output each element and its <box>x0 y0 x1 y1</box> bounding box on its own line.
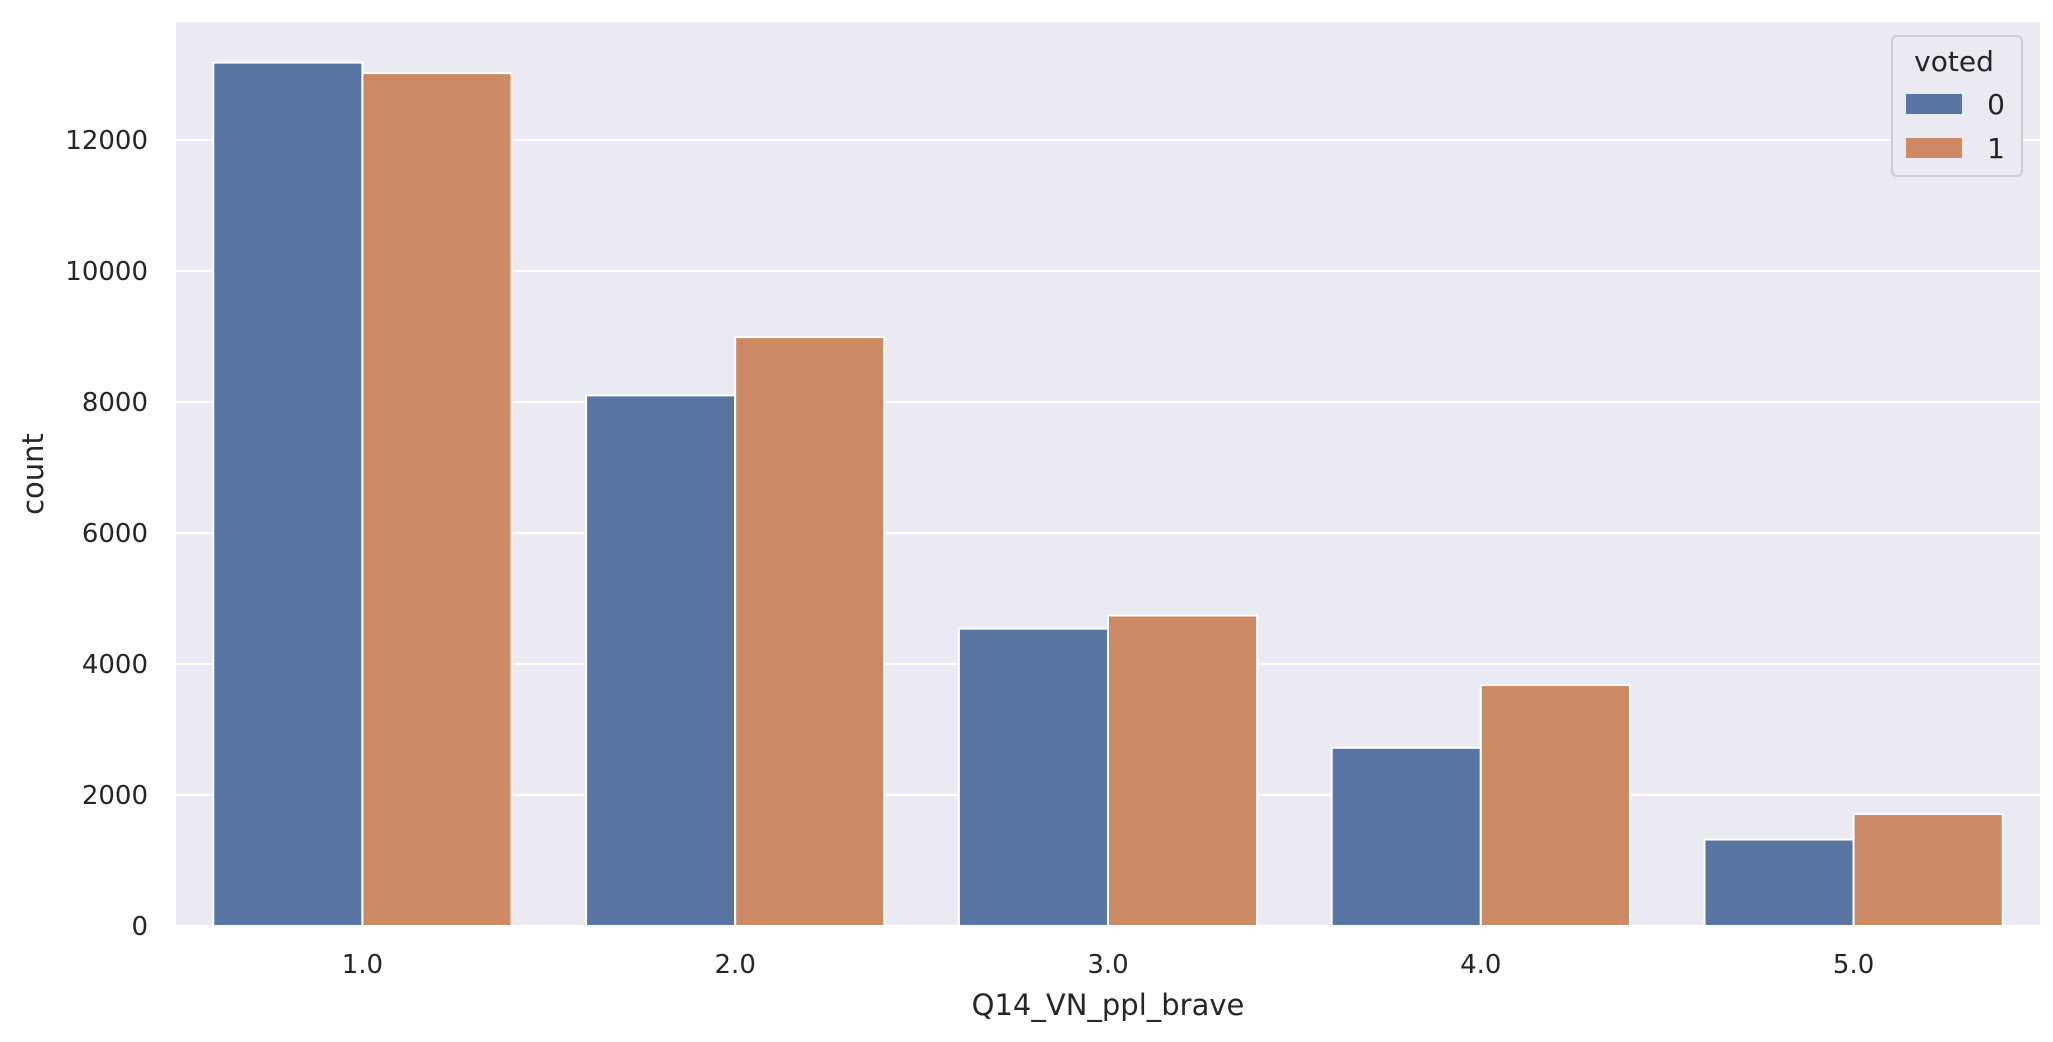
y-tick-label: 2000 <box>82 781 148 811</box>
x-tick-label: 5.0 <box>1833 950 1874 980</box>
bar-2.0-voted-1 <box>734 336 886 927</box>
bar-5.0-voted-0 <box>1703 838 1855 928</box>
x-tick-label: 1.0 <box>342 950 383 980</box>
bar-3.0-voted-0 <box>957 627 1109 927</box>
bar-5.0-voted-1 <box>1852 812 2004 927</box>
y-axis-ticks: 0 2000 4000 6000 8000 10000 12000 <box>65 126 148 942</box>
bars <box>212 61 2004 928</box>
y-axis-label: count <box>16 433 50 515</box>
bar-4.0-voted-0 <box>1330 746 1482 928</box>
bar-4.0-voted-1 <box>1479 683 1631 928</box>
y-tick-label: 4000 <box>82 650 148 680</box>
legend: voted 0 1 <box>1891 35 2023 177</box>
y-tick-label: 6000 <box>82 519 148 549</box>
x-axis-ticks: 1.0 2.0 3.0 4.0 5.0 <box>342 950 1875 980</box>
x-axis-label: Q14_VN_ppl_brave <box>972 988 1245 1022</box>
legend-swatch-1 <box>1906 138 1962 158</box>
bar-3.0-voted-1 <box>1107 614 1259 927</box>
x-tick-label: 4.0 <box>1460 950 1501 980</box>
y-tick-label: 10000 <box>65 257 148 287</box>
bar-1.0-voted-1 <box>361 72 513 928</box>
legend-label-0: 0 <box>1987 88 2005 121</box>
y-tick-label: 8000 <box>82 388 148 418</box>
y-tick-label: 0 <box>131 912 148 942</box>
legend-label-1: 1 <box>1987 132 2005 165</box>
x-tick-label: 3.0 <box>1087 950 1128 980</box>
legend-title: voted <box>1914 45 1994 78</box>
legend-swatch-0 <box>1906 94 1962 114</box>
bar-1.0-voted-0 <box>212 61 364 927</box>
y-tick-label: 12000 <box>65 126 148 156</box>
x-tick-label: 2.0 <box>715 950 756 980</box>
bar-2.0-voted-0 <box>585 394 737 927</box>
